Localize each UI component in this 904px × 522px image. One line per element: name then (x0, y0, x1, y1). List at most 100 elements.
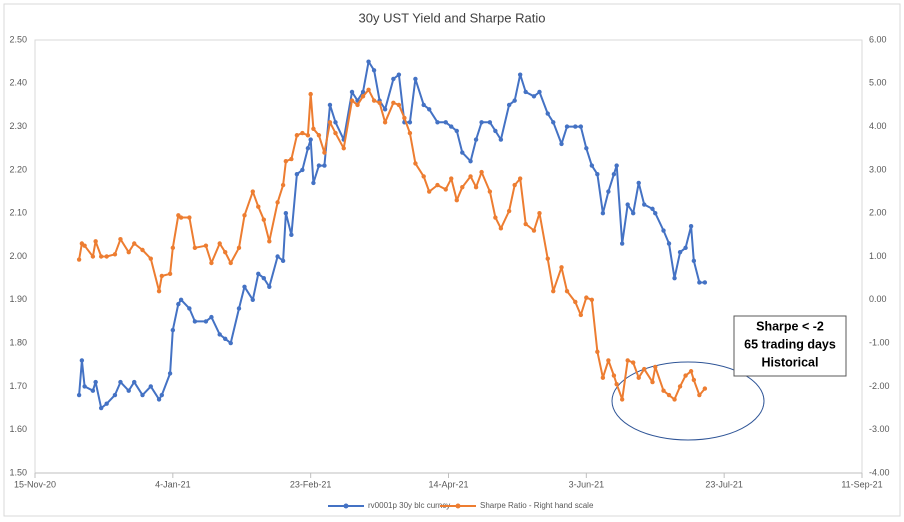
series-marker (223, 249, 228, 255)
series-marker (192, 319, 198, 324)
series-marker (90, 388, 96, 393)
series-marker (589, 163, 595, 168)
series-marker (619, 241, 625, 246)
series-marker (371, 98, 377, 103)
series-marker (300, 130, 305, 136)
y2-tick-label: 3.00 (869, 164, 887, 174)
series-marker (642, 366, 647, 372)
series-marker (672, 397, 677, 402)
series-marker (407, 120, 413, 125)
series-marker (118, 236, 123, 242)
y-tick-label: 1.80 (9, 337, 27, 347)
series-marker (468, 159, 473, 164)
y2-tick-label: 0.00 (869, 294, 887, 304)
series-marker (242, 213, 247, 218)
series-marker (435, 182, 440, 188)
annotation: Sharpe < -2 (756, 319, 824, 333)
series-marker (156, 397, 162, 402)
legend-label: rv0001p 30y blc curncy (368, 501, 450, 510)
series-marker (573, 124, 578, 129)
series-marker (614, 163, 619, 168)
y-tick-label: 2.20 (9, 164, 27, 174)
series-marker (349, 89, 355, 95)
series-marker (159, 392, 165, 398)
series-marker (90, 254, 96, 259)
series-marker (498, 137, 504, 142)
y-tick-label: 2.40 (9, 78, 27, 88)
series-marker (493, 128, 498, 134)
series-marker (112, 252, 118, 257)
series-marker (559, 265, 564, 270)
series-marker (316, 133, 322, 138)
series-marker (187, 215, 192, 220)
series-marker (289, 156, 294, 162)
series-marker (611, 172, 617, 177)
series-marker (267, 239, 272, 244)
series-marker (217, 241, 222, 246)
series-marker (688, 369, 694, 374)
series-marker (308, 137, 313, 142)
series-marker (454, 198, 459, 203)
series-marker (333, 130, 338, 136)
series-marker (606, 189, 611, 194)
series-marker (192, 245, 198, 251)
series-marker (267, 284, 272, 290)
series-marker (308, 91, 313, 97)
y-tick-label: 2.00 (9, 251, 27, 261)
series-marker (460, 150, 465, 155)
series-marker (473, 137, 479, 142)
y2-tick-label: 5.00 (869, 78, 887, 88)
series-marker (449, 124, 454, 129)
series-marker (126, 388, 131, 393)
series-marker (261, 275, 267, 281)
y2-tick-label: -4.00 (869, 467, 890, 477)
series-marker (595, 349, 600, 354)
series-marker (517, 176, 523, 181)
series-marker (242, 284, 247, 290)
highlight-ellipse (611, 361, 765, 441)
series-marker (223, 336, 228, 341)
series-marker (98, 405, 104, 411)
series-marker (118, 379, 123, 385)
series-marker (578, 312, 584, 318)
series-marker (228, 260, 233, 266)
y2-tick-label: -3.00 (869, 424, 890, 434)
x-tick-label: 11-Sep-21 (841, 479, 882, 489)
series-marker (573, 299, 578, 305)
series-marker (487, 120, 493, 125)
series-marker (702, 280, 708, 285)
series-marker (98, 254, 104, 259)
series-marker (341, 146, 346, 151)
series-marker (360, 94, 366, 99)
series-marker (600, 375, 606, 380)
series-marker (531, 94, 537, 99)
series-marker (512, 98, 517, 103)
y-tick-label: 1.70 (9, 381, 27, 391)
series-marker (677, 384, 683, 389)
series-marker (167, 371, 173, 376)
y-tick-label: 2.50 (9, 34, 27, 44)
y2-tick-label: 2.00 (869, 208, 887, 218)
series-marker (283, 211, 289, 216)
series-marker (148, 384, 153, 389)
series-marker (454, 128, 459, 134)
series-marker (625, 358, 630, 363)
series-marker (294, 133, 300, 138)
series-marker (517, 72, 523, 77)
series-marker (611, 373, 617, 378)
series-marker (559, 141, 564, 147)
series-marker (537, 211, 542, 216)
annotation-box (733, 315, 847, 377)
series-marker (333, 120, 338, 125)
series-marker (76, 257, 82, 262)
series-marker (275, 200, 280, 205)
series-marker (589, 297, 595, 302)
series-marker (209, 314, 214, 320)
series-marker (261, 217, 267, 222)
series-marker (275, 254, 280, 259)
series-marker (132, 241, 137, 246)
series-marker (584, 295, 589, 300)
series-marker (126, 249, 131, 255)
series-marker (132, 379, 137, 385)
